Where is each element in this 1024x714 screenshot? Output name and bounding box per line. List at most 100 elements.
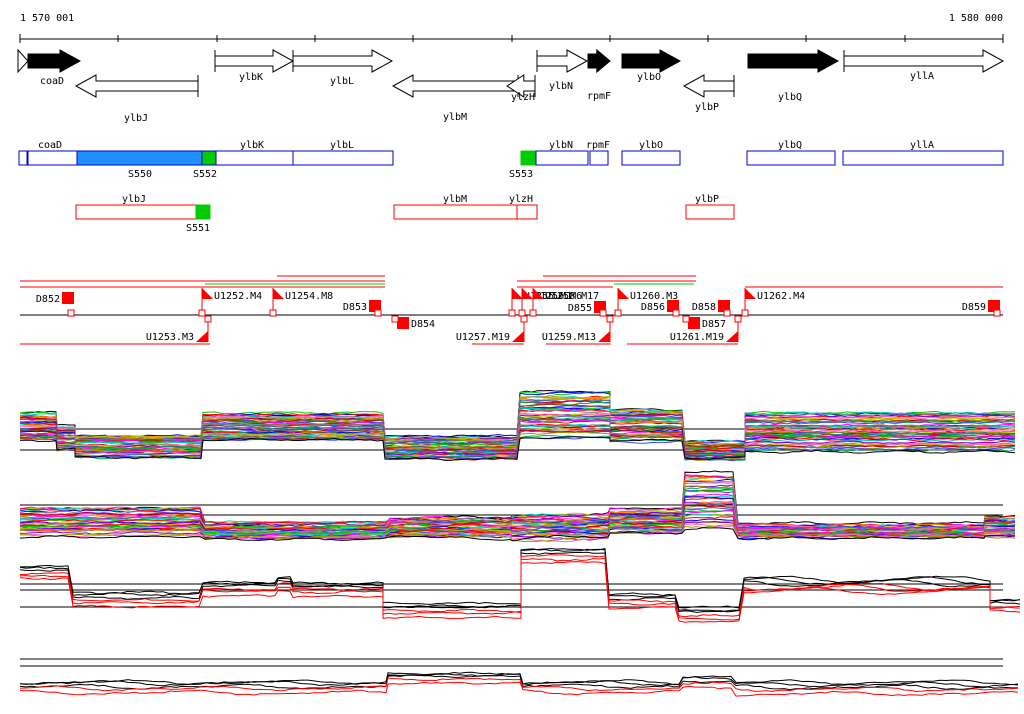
probe-U1258.M17[interactable]: U1258.M17 (529, 288, 599, 317)
gene-box-rect[interactable] (685, 204, 735, 220)
gene-box-ylbO[interactable]: ylbO (621, 140, 681, 166)
segment-S550[interactable]: S550 (76, 150, 203, 180)
gene-box-rect[interactable] (535, 150, 589, 166)
gene-arrow-shape[interactable] (74, 74, 199, 98)
probe-U1255.M1[interactable]: U1255.M1 (508, 288, 572, 317)
probe-D852[interactable]: D852 (36, 292, 75, 317)
gene-box-ylbQ[interactable]: ylbQ (746, 140, 836, 166)
gene-box-rect[interactable] (27, 150, 78, 166)
gene-box-ylbP[interactable]: ylbP (685, 194, 735, 220)
probe-base-square[interactable] (520, 315, 528, 323)
probe-flag-triangle[interactable] (533, 288, 544, 299)
probe-base-square[interactable] (599, 309, 607, 317)
probe-base-square[interactable] (529, 309, 537, 317)
gene-arrow-ylbO[interactable]: ylbO (621, 49, 682, 83)
probe-D859[interactable]: D859 (962, 300, 1001, 317)
probe-base-square[interactable] (269, 309, 277, 317)
probe-square[interactable] (397, 317, 409, 329)
segment-rect[interactable] (195, 204, 211, 220)
probe-U1261.M19[interactable]: U1261.M19 (670, 315, 742, 343)
gene-box-rect[interactable] (746, 150, 836, 166)
probe-base-square[interactable] (198, 309, 206, 317)
gene-arrow-ylbN[interactable]: ylbN (536, 49, 589, 92)
probe-square[interactable] (667, 300, 679, 312)
gene-arrow-shape[interactable] (27, 49, 82, 73)
probe-flag-triangle[interactable] (202, 288, 213, 299)
gene-box-yllA[interactable]: yllA (842, 140, 1004, 166)
gene-arrow-shape[interactable] (391, 74, 519, 98)
probe-base-square[interactable] (67, 309, 75, 317)
gene-arrow-ylbL[interactable]: ylbL (292, 49, 394, 87)
gene-arrow-ylbK[interactable]: ylbK (214, 49, 295, 83)
gene-arrow-ylzH[interactable]: ylzH (506, 74, 536, 103)
gene-arrow-partial[interactable] (17, 48, 29, 74)
gene-box-ylbK[interactable]: ylbK (215, 140, 294, 166)
gene-box-rect[interactable] (589, 150, 609, 166)
segment-S551[interactable]: S551 (186, 204, 211, 234)
gene-box-rect[interactable] (393, 204, 518, 220)
probe-square[interactable] (62, 292, 74, 304)
gene-box-ylbJ[interactable]: ylbJ (75, 194, 197, 220)
segment-rect[interactable] (520, 150, 536, 166)
gene-box-rect[interactable] (516, 204, 538, 220)
gene-box-small[interactable] (18, 150, 28, 166)
gene-arrow-ylbJ[interactable]: ylbJ (74, 74, 199, 124)
gene-box-rpmF[interactable]: rpmF (586, 140, 610, 166)
probe-base-square[interactable] (682, 315, 690, 323)
gene-box-rect[interactable] (621, 150, 681, 166)
probe-U1259.M13[interactable]: U1259.M13 (542, 315, 614, 343)
gene-box-rect[interactable] (75, 204, 197, 220)
gene-arrow-ylbM[interactable]: ylbM (391, 74, 519, 123)
probe-flag-triangle[interactable] (512, 288, 523, 299)
gene-arrow-shape[interactable] (536, 49, 589, 73)
gene-box-ylbM[interactable]: ylbM (393, 194, 518, 220)
probe-D857[interactable]: D857 (682, 315, 726, 330)
gene-box-ylbL[interactable]: ylbL (292, 140, 394, 166)
probe-square[interactable] (369, 300, 381, 312)
segment-S552[interactable]: S552 (193, 150, 217, 180)
probe-flag-triangle[interactable] (726, 331, 738, 342)
segment-rect[interactable] (201, 150, 217, 166)
gene-arrow-shape[interactable] (292, 49, 394, 73)
gene-arrow-shape[interactable] (843, 49, 1005, 73)
probe-base-square[interactable] (723, 309, 731, 317)
probe-U1252.M4[interactable]: U1252.M4 (198, 288, 262, 317)
probe-U1260.M3[interactable]: U1260.M3 (614, 288, 678, 317)
probe-flag-triangle[interactable] (745, 288, 756, 299)
probe-U1256.M6[interactable]: U1256.M6 (518, 288, 582, 317)
probe-base-square[interactable] (391, 315, 399, 323)
probe-flag-triangle[interactable] (618, 288, 629, 299)
probe-flag-triangle[interactable] (512, 331, 524, 342)
segment-S553[interactable]: S553 (509, 150, 536, 180)
probe-U1253.M3[interactable]: U1253.M3 (146, 315, 212, 343)
gene-box-ylzH[interactable]: ylzH (509, 194, 538, 220)
probe-base-square[interactable] (606, 315, 614, 323)
probe-base-square[interactable] (672, 309, 680, 317)
probe-base-square[interactable] (993, 309, 1001, 317)
gene-arrow-shape[interactable] (587, 48, 611, 74)
probe-square[interactable] (988, 300, 1000, 312)
probe-U1257.M19[interactable]: U1257.M19 (456, 315, 528, 343)
gene-arrow-shape[interactable] (621, 49, 682, 73)
probe-D854[interactable]: D854 (391, 315, 435, 330)
probe-D856[interactable]: D856 (641, 300, 680, 317)
probe-flag-triangle[interactable] (598, 331, 610, 342)
probe-square[interactable] (718, 300, 730, 312)
probe-U1254.M8[interactable]: U1254.M8 (269, 288, 333, 317)
probe-D855[interactable]: D855 (568, 301, 607, 317)
probe-U1262.M4[interactable]: U1262.M4 (741, 288, 805, 317)
probe-D853[interactable]: D853 (343, 300, 382, 317)
gene-arrow-ylbP[interactable]: ylbP (682, 74, 735, 113)
gene-arrow-shape[interactable] (506, 74, 536, 98)
segment-rect[interactable] (76, 150, 203, 166)
probe-D858[interactable]: D858 (692, 300, 731, 317)
gene-arrow-shape[interactable] (214, 49, 295, 73)
probe-base-square[interactable] (204, 315, 212, 323)
gene-box-coaD[interactable]: coaD (27, 140, 78, 166)
probe-base-square[interactable] (374, 309, 382, 317)
partial-gene-arrow[interactable] (17, 48, 29, 74)
gene-arrow-rpmF[interactable]: rpmF (587, 48, 611, 102)
probe-flag-triangle[interactable] (273, 288, 284, 299)
probe-square[interactable] (688, 317, 700, 329)
probe-base-square[interactable] (741, 309, 749, 317)
